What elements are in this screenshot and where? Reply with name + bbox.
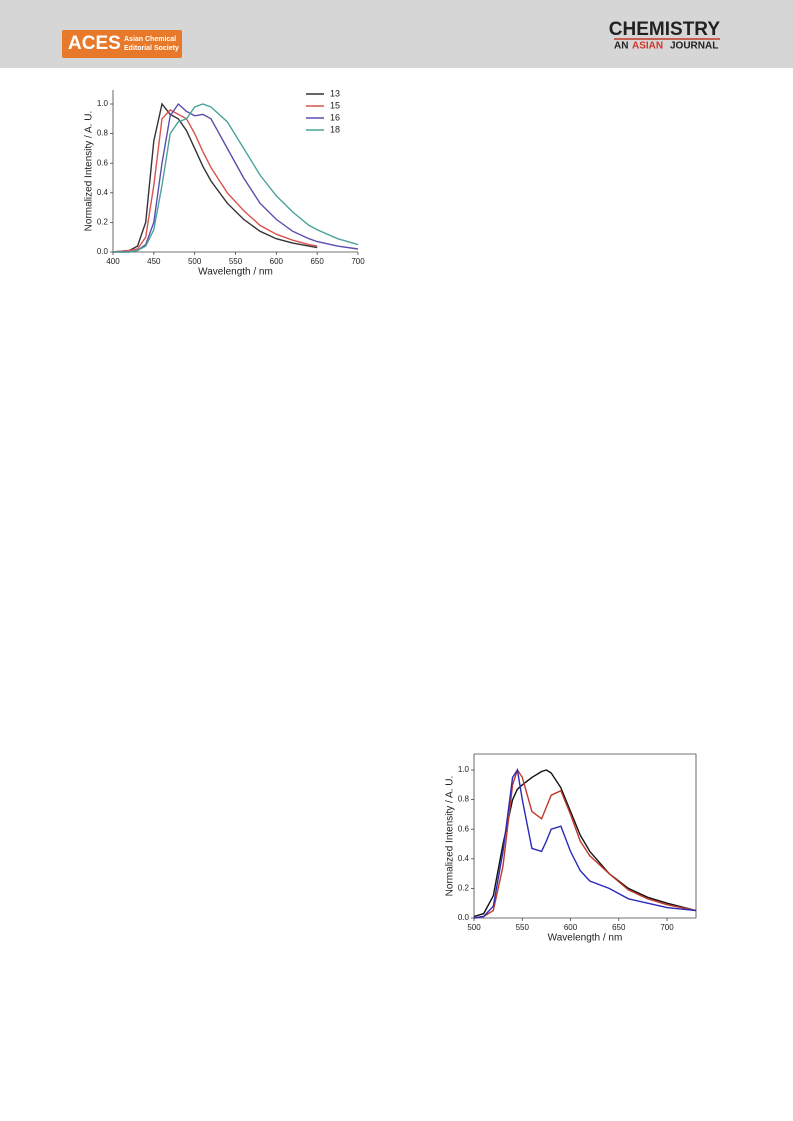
logo-line: Asian Chemical [124,36,176,43]
y-tick-label: 0.0 [97,247,109,256]
y-tick-label: 0.8 [97,129,109,138]
legend-label: 18 [330,124,340,134]
x-tick-label: 500 [188,257,202,266]
y-tick-label: 1.0 [458,765,470,774]
y-axis-title: Normalized Intensity / A. U. [445,776,456,897]
x-tick-label: 500 [467,923,481,932]
y-tick-label: 0.0 [458,913,470,922]
y-tick-label: 0.6 [458,824,470,833]
x-tick-label: 550 [516,923,530,932]
x-tick-label: 700 [660,923,674,932]
legend-label: 13 [330,88,340,98]
series-line [473,768,697,919]
x-tick-label: 550 [229,257,243,266]
series-line [113,103,359,253]
x-tick-label: 650 [612,923,626,932]
y-tick-label: 0.2 [97,218,109,227]
journal-sub: JOURNAL [670,41,718,52]
journal-sub: AN [614,41,628,52]
logo-line: Editorial Society [124,45,179,52]
logo-box [62,30,182,58]
journal-sub: ASIAN [632,41,663,52]
journal-title: CHEMISTRY [609,19,721,40]
series-line [112,102,318,253]
y-tick-label: 0.8 [458,795,470,804]
legend-label: 16 [330,112,340,122]
series-line [473,769,697,918]
y-tick-label: 0.2 [458,884,470,893]
logo: ACES [68,33,121,54]
x-tick-label: 450 [147,257,161,266]
y-tick-label: 1.0 [97,99,109,108]
x-tick-label: 650 [310,257,324,266]
x-tick-label: 600 [270,257,284,266]
x-tick-label: 400 [106,257,120,266]
x-tick-label: 600 [564,923,578,932]
x-tick-label: 700 [351,257,365,266]
x-axis-title: Wavelength / nm [198,267,273,278]
y-axis-title: Normalized Intensity / A. U. [84,111,95,232]
series-line [113,102,359,253]
y-tick-label: 0.4 [97,188,109,197]
series-line [473,768,697,919]
y-tick-label: 0.4 [458,854,470,863]
y-tick-label: 0.6 [97,158,109,167]
legend-label: 15 [330,100,340,110]
x-axis-title: Wavelength / nm [548,933,623,944]
series-line [112,109,318,253]
